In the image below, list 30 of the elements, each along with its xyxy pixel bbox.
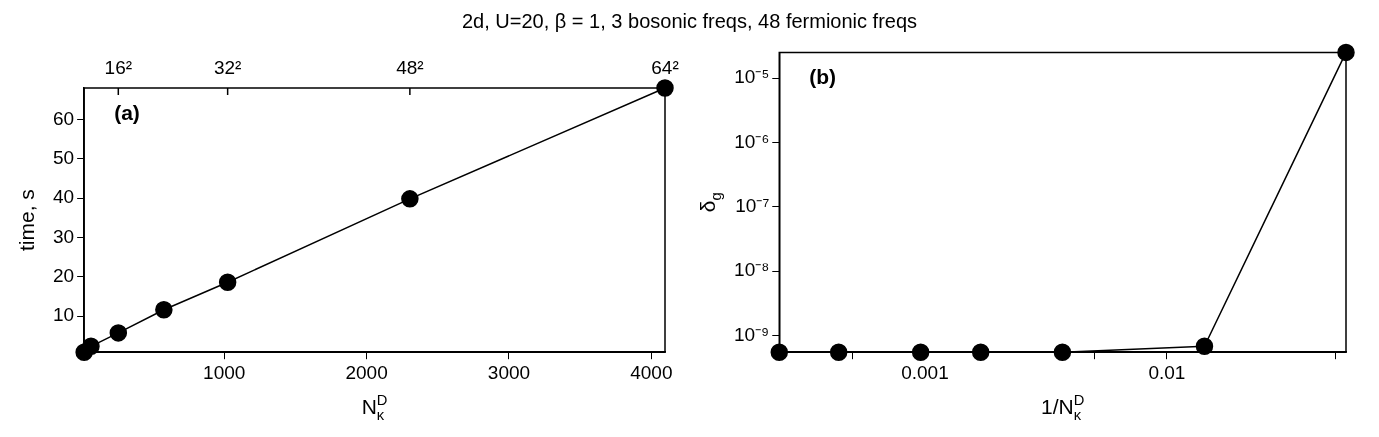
x-tick-label: 0.01: [1148, 361, 1186, 383]
x-tick-label: 3000: [487, 361, 531, 383]
y-tick-label: 30: [52, 225, 75, 247]
y-tick-label: 10⁻⁸: [734, 259, 770, 281]
point: [218, 273, 237, 291]
x-tick-label: 1000: [203, 361, 246, 383]
y-tick-label: 10⁻⁷: [735, 194, 770, 216]
x-tick-label: 2000: [345, 361, 388, 383]
y-tick-label: 20: [52, 264, 75, 286]
y-tick-label: 50: [52, 147, 75, 168]
y-tick-label: 10⁻⁹: [733, 323, 770, 345]
y-tick-label: 60: [52, 107, 75, 129]
y-tick-label: 10⁻⁶: [734, 130, 770, 152]
annotation: (b): [809, 65, 837, 89]
point: [155, 300, 173, 319]
annotation: 32²: [213, 57, 242, 78]
y-axis-title: time, s: [15, 189, 38, 252]
x-tick-label: 4000: [630, 361, 673, 383]
point: [401, 190, 419, 208]
y-tick-label: 10: [52, 304, 75, 326]
annotation: 16²: [104, 57, 133, 78]
chart-title: 2d, U=20, β = 1, 3 bosonic freqs, 48 fermionic freqs: [460, 9, 919, 34]
x-tick-label: 0.001: [901, 361, 949, 383]
annotation: (a): [114, 101, 140, 124]
y-tick-label: 40: [52, 186, 75, 208]
point: [109, 324, 128, 342]
y-tick-label: 10⁻⁵: [734, 66, 770, 88]
annotation: 64²: [651, 57, 679, 78]
annotation: 48²: [396, 57, 424, 78]
y-axis-title: δg: [696, 192, 725, 213]
